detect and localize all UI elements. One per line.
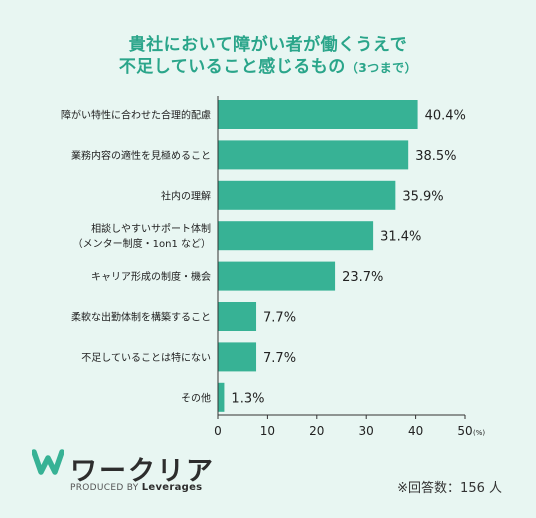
chart-title-line2-text: 不足していること感じるもの <box>118 57 346 77</box>
bar-3 <box>218 180 396 210</box>
category-label-4-line1: 相談しやすいサポート体制 <box>91 222 211 235</box>
bar-1 <box>218 100 418 129</box>
bar-2 <box>218 140 409 170</box>
value-label-7: 7.7% <box>263 351 296 366</box>
value-label-1: 40.4% <box>425 109 466 124</box>
produced-by-prefix: PRODUCED BY <box>70 483 139 493</box>
value-label-4: 31.4% <box>380 230 421 245</box>
category-label-8: その他 <box>181 391 211 404</box>
chart-title-line1: 貴社において障がい者が働くうえで <box>128 35 408 55</box>
category-label-7: 不足していることは特にない <box>81 352 211 364</box>
x-tick-label-50: 50 <box>457 424 472 438</box>
value-label-5: 23.7% <box>342 270 383 285</box>
x-tick-label-10: 10 <box>260 424 275 438</box>
value-label-3: 35.9% <box>402 189 443 204</box>
workleah-logo-icon <box>32 449 64 475</box>
bar-chart: 40.4% 障がい特性に合わせた合理的配慮 38.5% 業務内容の適性を見極めること 3… <box>61 96 485 438</box>
bar-6 <box>218 302 257 331</box>
value-label-8: 1.3% <box>231 391 264 406</box>
chart-title-line2: 不足していること感じるもの（3つまで） <box>0 52 536 77</box>
category-label-6: 柔軟な出勤体制を構築すること <box>71 311 211 324</box>
bar-7 <box>218 342 257 372</box>
bar-8 <box>218 382 225 412</box>
produced-by-brand: Leverages <box>141 482 203 493</box>
x-axis-unit: (%) <box>473 429 485 437</box>
category-label-4-line2: （メンター制度・1on1 など） <box>73 237 211 250</box>
category-label-2: 業務内容の適性を見極めること <box>71 149 211 162</box>
category-label-5: キャリア形成の制度・機会 <box>91 270 211 283</box>
produced-by: PRODUCED BY Leverages <box>70 482 202 493</box>
category-label-3: 社内の理解 <box>161 189 211 202</box>
value-label-6: 7.7% <box>263 311 296 326</box>
category-label-1: 障がい特性に合わせた合理的配慮 <box>61 109 211 122</box>
x-tick-label-0: 0 <box>214 424 222 438</box>
chart-title-note: （3つまで） <box>345 61 418 75</box>
value-label-2: 38.5% <box>415 149 456 164</box>
bar-5 <box>218 261 336 291</box>
respondent-count: ※回答数：156 人 <box>397 481 502 496</box>
x-tick-label-20: 20 <box>309 424 324 438</box>
bar-4 <box>218 221 374 251</box>
logo-name: ワークリア <box>70 456 215 487</box>
x-tick-label-30: 30 <box>359 424 374 438</box>
x-tick-label-40: 40 <box>408 424 423 438</box>
